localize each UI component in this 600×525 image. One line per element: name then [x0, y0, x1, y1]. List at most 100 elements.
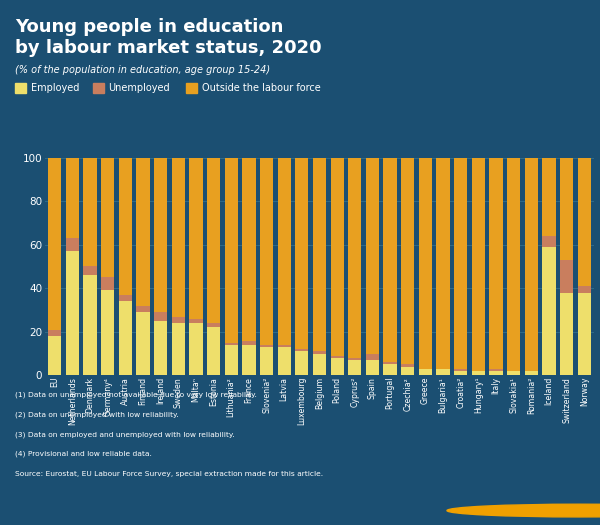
- Bar: [172, 323, 185, 375]
- Bar: [366, 360, 379, 375]
- Bar: [101, 277, 114, 290]
- Bar: [401, 158, 415, 364]
- Bar: [454, 369, 467, 371]
- Bar: [295, 351, 308, 375]
- Circle shape: [447, 504, 600, 517]
- Bar: [224, 345, 238, 375]
- Bar: [242, 345, 256, 375]
- Bar: [278, 345, 291, 347]
- Bar: [560, 292, 573, 375]
- Bar: [313, 351, 326, 354]
- Text: by labour market status, 2020: by labour market status, 2020: [15, 39, 322, 57]
- Bar: [419, 369, 432, 375]
- Bar: [507, 371, 520, 375]
- Bar: [472, 158, 485, 371]
- Bar: [578, 292, 591, 375]
- Text: Young people in education: Young people in education: [15, 18, 283, 36]
- Bar: [436, 369, 449, 375]
- Bar: [348, 358, 361, 360]
- Bar: [172, 317, 185, 323]
- Bar: [83, 267, 97, 275]
- Bar: [490, 369, 503, 371]
- Bar: [136, 312, 149, 375]
- Bar: [242, 341, 256, 345]
- Bar: [383, 158, 397, 362]
- Text: ec.europa.eu/eurostat: ec.europa.eu/eurostat: [380, 504, 528, 517]
- Bar: [207, 323, 220, 328]
- Bar: [48, 330, 61, 336]
- Bar: [383, 364, 397, 375]
- Bar: [401, 366, 415, 375]
- Bar: [119, 295, 132, 301]
- Bar: [224, 158, 238, 343]
- Bar: [66, 251, 79, 375]
- Bar: [331, 158, 344, 356]
- Bar: [560, 260, 573, 292]
- Bar: [331, 358, 344, 375]
- Bar: [525, 158, 538, 371]
- Text: Outside the labour force: Outside the labour force: [202, 82, 320, 93]
- Bar: [542, 247, 556, 375]
- Bar: [348, 360, 361, 375]
- Bar: [172, 158, 185, 317]
- Bar: [490, 158, 503, 369]
- Bar: [507, 158, 520, 371]
- Bar: [190, 319, 203, 323]
- Text: (3) Data on employed and unemployed with low reliability.: (3) Data on employed and unemployed with…: [15, 431, 235, 437]
- Bar: [383, 362, 397, 364]
- Bar: [578, 286, 591, 292]
- Bar: [83, 158, 97, 267]
- Bar: [472, 371, 485, 375]
- Bar: [207, 158, 220, 323]
- Bar: [119, 301, 132, 375]
- Bar: [66, 238, 79, 251]
- Text: (4) Provisional and low reliable data.: (4) Provisional and low reliable data.: [15, 451, 152, 457]
- Bar: [83, 275, 97, 375]
- Bar: [190, 158, 203, 319]
- Bar: [224, 343, 238, 345]
- Bar: [154, 158, 167, 312]
- Bar: [48, 336, 61, 375]
- Bar: [278, 158, 291, 345]
- Bar: [136, 158, 149, 306]
- Bar: [119, 158, 132, 295]
- Bar: [454, 158, 467, 369]
- Text: (1) Data on unemployed not available due to very low reliability.: (1) Data on unemployed not available due…: [15, 391, 257, 397]
- Bar: [136, 306, 149, 312]
- Bar: [207, 328, 220, 375]
- Bar: [366, 354, 379, 360]
- Bar: [154, 321, 167, 375]
- Bar: [436, 158, 449, 369]
- Bar: [48, 158, 61, 330]
- Text: Unemployed: Unemployed: [109, 82, 170, 93]
- Bar: [260, 158, 273, 345]
- Bar: [313, 354, 326, 375]
- Bar: [560, 158, 573, 260]
- Text: (% of the population in education, age group 15-24): (% of the population in education, age g…: [15, 65, 270, 75]
- Text: Employed: Employed: [31, 82, 79, 93]
- Bar: [190, 323, 203, 375]
- Bar: [578, 158, 591, 286]
- Bar: [66, 158, 79, 238]
- Bar: [242, 158, 256, 341]
- Bar: [313, 158, 326, 351]
- Bar: [454, 371, 467, 375]
- Bar: [366, 158, 379, 354]
- Bar: [419, 158, 432, 369]
- Text: Source: Eurostat, EU Labour Force Survey, special extraction made for this artic: Source: Eurostat, EU Labour Force Survey…: [15, 471, 323, 477]
- Bar: [154, 312, 167, 321]
- Bar: [260, 347, 273, 375]
- Bar: [101, 158, 114, 277]
- Bar: [348, 158, 361, 358]
- Bar: [260, 345, 273, 347]
- Bar: [401, 364, 415, 366]
- Bar: [295, 349, 308, 351]
- Bar: [278, 347, 291, 375]
- Text: (2) Data on unemployed with low reliability.: (2) Data on unemployed with low reliabil…: [15, 411, 179, 417]
- Bar: [490, 371, 503, 375]
- Bar: [331, 356, 344, 358]
- Bar: [101, 290, 114, 375]
- Bar: [525, 371, 538, 375]
- Bar: [542, 236, 556, 247]
- Bar: [295, 158, 308, 349]
